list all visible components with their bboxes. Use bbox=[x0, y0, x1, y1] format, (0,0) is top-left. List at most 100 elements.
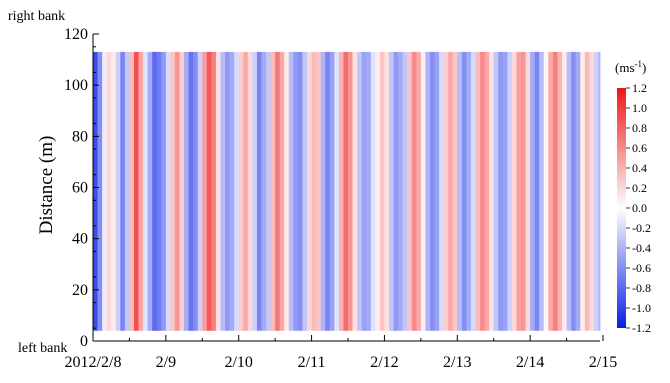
heatmap-column bbox=[288, 51, 294, 331]
colorbar-tick-label: 0.8 bbox=[632, 121, 647, 135]
heatmap-column bbox=[548, 51, 554, 331]
heatmap-column bbox=[411, 51, 417, 331]
heatmap-column bbox=[575, 51, 581, 331]
heatmap-column bbox=[420, 51, 426, 331]
heatmap-column bbox=[598, 51, 601, 331]
colorbar-unit: (ms-1) bbox=[615, 59, 646, 75]
heatmap-column bbox=[516, 51, 522, 331]
colorbar-tick-label: -0.6 bbox=[632, 261, 651, 275]
heatmap-column bbox=[220, 51, 226, 331]
annotation-left-bank: left bank bbox=[18, 341, 67, 356]
x-tick-label: 2/11 bbox=[298, 354, 326, 371]
y-tick-label: 40 bbox=[72, 231, 88, 248]
heatmap-column bbox=[534, 51, 540, 331]
heatmap-column bbox=[352, 51, 358, 331]
x-tick-label: 2/14 bbox=[516, 354, 544, 371]
heatmap-column bbox=[334, 51, 340, 331]
heatmap-cells bbox=[93, 51, 601, 331]
heatmap-column bbox=[170, 51, 176, 331]
colorbar-tick-label: -0.4 bbox=[632, 241, 651, 255]
heatmap-column bbox=[97, 51, 103, 331]
heatmap-column bbox=[238, 51, 244, 331]
heatmap-column bbox=[470, 51, 476, 331]
y-tick-label: 80 bbox=[72, 128, 88, 145]
colorbar-unit-exponent: -1 bbox=[635, 59, 643, 69]
heatmap-column bbox=[279, 51, 285, 331]
heatmap-column bbox=[266, 51, 271, 331]
x-tick-label: 2012/2/8 bbox=[65, 354, 122, 371]
heatmap-column bbox=[384, 51, 390, 331]
x-tick-label: 2/13 bbox=[443, 354, 471, 371]
heatmap-column bbox=[133, 51, 139, 331]
heatmap-column bbox=[252, 51, 258, 331]
heatmap-column bbox=[466, 51, 472, 331]
heatmap-column bbox=[307, 51, 312, 331]
heatmap-column bbox=[138, 51, 144, 331]
colorbar-tick-label: 0.6 bbox=[632, 141, 647, 155]
colorbar-tick-label: 0.4 bbox=[632, 161, 647, 175]
heatmap-column bbox=[316, 51, 322, 331]
heatmap-column bbox=[152, 51, 158, 331]
heatmap-column bbox=[439, 51, 445, 331]
heatmap-column bbox=[511, 51, 517, 331]
heatmap-column bbox=[375, 51, 381, 331]
heatmap-column bbox=[461, 51, 467, 331]
y-tick-label: 0 bbox=[80, 333, 88, 350]
heatmap-column bbox=[457, 51, 463, 331]
heatmap-column bbox=[297, 51, 303, 331]
heatmap-column bbox=[507, 51, 513, 331]
colorbar-tick-label: -0.8 bbox=[632, 281, 651, 295]
x-tick-label: 2/10 bbox=[224, 354, 252, 371]
heatmap-column bbox=[329, 51, 335, 331]
heatmap-column bbox=[215, 51, 221, 331]
y-tick-label: 60 bbox=[72, 180, 88, 197]
heatmap-column bbox=[338, 51, 344, 331]
heatmap-column bbox=[402, 51, 408, 331]
heatmap-column bbox=[584, 51, 590, 331]
annotation-right-bank: right bank bbox=[8, 9, 65, 24]
heatmap-column bbox=[489, 51, 495, 331]
heatmap-column bbox=[557, 51, 563, 331]
heatmap-column bbox=[147, 51, 153, 331]
colorbar bbox=[617, 88, 626, 328]
heatmap-column bbox=[493, 51, 499, 331]
heatmap-column bbox=[129, 51, 135, 331]
heatmap-column bbox=[530, 51, 536, 331]
y-tick-label: 100 bbox=[64, 77, 88, 94]
heatmap-column bbox=[161, 51, 167, 331]
heatmap-column bbox=[102, 51, 108, 331]
heatmap-column bbox=[184, 51, 190, 331]
heatmap-column bbox=[229, 51, 235, 331]
heatmap-column bbox=[293, 51, 299, 331]
y-axis-label: Distance (m) bbox=[36, 136, 57, 235]
heatmap-column bbox=[211, 51, 217, 331]
colorbar-tick-label: -1.0 bbox=[632, 301, 651, 315]
heatmap-column bbox=[361, 51, 367, 331]
heatmap-column bbox=[407, 51, 413, 331]
heatmap-column bbox=[393, 51, 399, 331]
heatmap-column bbox=[348, 51, 353, 331]
heatmap-column bbox=[525, 51, 531, 331]
colorbar-tick-label: 1.2 bbox=[632, 81, 647, 95]
heatmap-column bbox=[284, 51, 290, 331]
heatmap-column bbox=[452, 51, 458, 331]
heatmap-column bbox=[188, 51, 194, 331]
colorbar-tick-label: 0.0 bbox=[632, 201, 647, 215]
heatmap-column bbox=[580, 51, 586, 331]
heatmap-column bbox=[343, 51, 349, 331]
heatmap-column bbox=[302, 51, 308, 331]
heatmap-column bbox=[589, 51, 595, 331]
heatmap-column bbox=[111, 51, 117, 331]
colorbar-tick-label: 1.0 bbox=[632, 101, 647, 115]
heatmap-column bbox=[261, 51, 267, 331]
heatmap-column bbox=[247, 51, 253, 331]
heatmap-column bbox=[388, 51, 394, 331]
heatmap-column bbox=[243, 51, 249, 331]
heatmap-column bbox=[379, 51, 385, 331]
heatmap-column bbox=[562, 51, 567, 331]
heatmap-column bbox=[143, 51, 149, 331]
heatmap-column bbox=[225, 51, 230, 331]
heatmap-column bbox=[425, 51, 431, 331]
heatmap-column bbox=[480, 51, 485, 331]
